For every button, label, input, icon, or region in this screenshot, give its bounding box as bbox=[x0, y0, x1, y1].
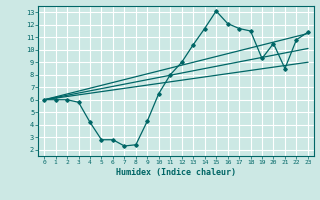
X-axis label: Humidex (Indice chaleur): Humidex (Indice chaleur) bbox=[116, 168, 236, 177]
